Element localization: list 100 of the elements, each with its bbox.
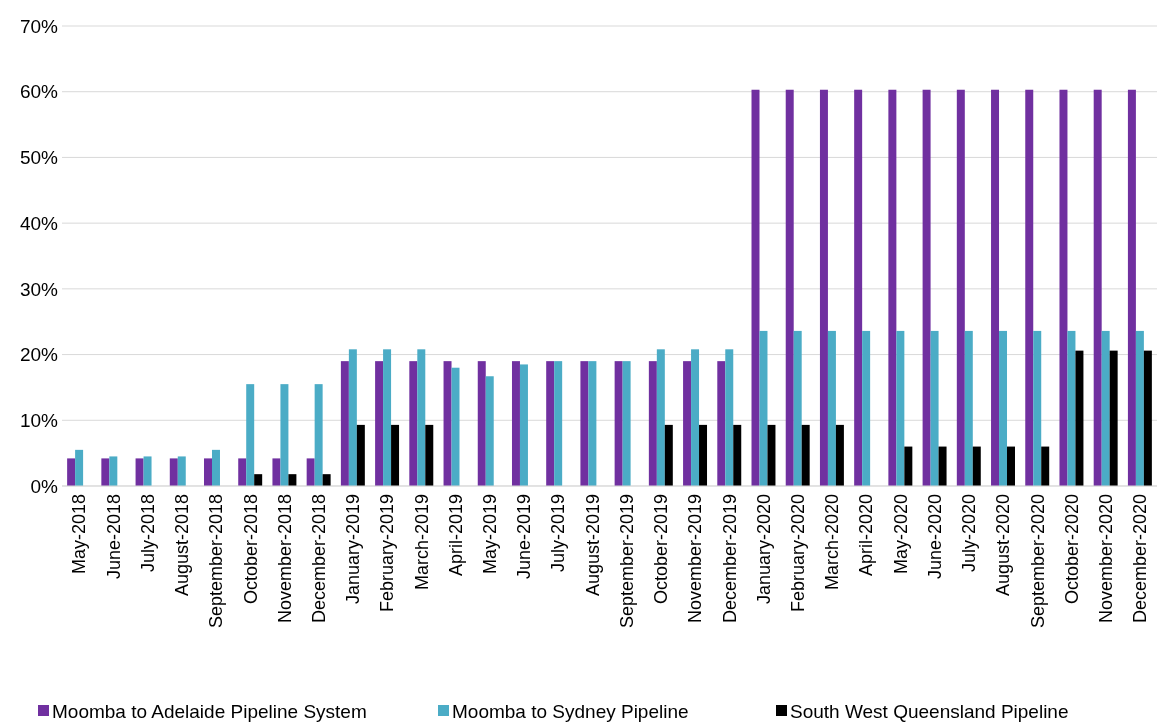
bar [519, 364, 528, 486]
bar [409, 361, 418, 486]
bar [964, 330, 973, 486]
bar [854, 89, 863, 486]
bar [246, 384, 255, 486]
bar [930, 330, 939, 486]
x-tick-label: June-2019 [514, 494, 535, 580]
bar [177, 456, 186, 486]
y-tick-label: 40% [19, 212, 59, 234]
bar [888, 89, 897, 486]
bar [511, 361, 520, 486]
bar [451, 367, 460, 486]
bar [725, 349, 734, 486]
bar [972, 446, 981, 486]
bar [1075, 350, 1084, 486]
y-tick-label: 70% [19, 15, 59, 37]
bar [443, 361, 452, 486]
x-tick-label: February-2019 [377, 494, 398, 613]
bar [862, 330, 871, 486]
bar [1033, 330, 1042, 486]
x-tick-label: December-2019 [719, 494, 740, 624]
bar [793, 330, 802, 486]
x-tick-label: December-2020 [1130, 494, 1151, 624]
bar [827, 330, 836, 486]
bar [580, 361, 589, 486]
bar [664, 424, 673, 486]
y-tick-label: 60% [19, 81, 59, 103]
bar [691, 349, 700, 486]
bar [340, 361, 349, 486]
bar [1127, 89, 1136, 486]
bar [143, 456, 152, 486]
bar [254, 474, 263, 486]
x-tick-label: April-2020 [856, 494, 877, 577]
bar [1143, 350, 1152, 486]
bar [554, 361, 563, 486]
x-tick-label: November-2019 [685, 494, 706, 624]
bar [588, 361, 597, 486]
x-tick-label: December-2018 [308, 494, 329, 624]
bar [75, 449, 84, 486]
bar [477, 361, 486, 486]
x-tick-label: August-2020 [993, 494, 1014, 597]
y-tick-label: 10% [19, 409, 59, 431]
bar [383, 349, 392, 486]
bar [314, 384, 323, 486]
bar [835, 424, 844, 486]
y-tick-label: 30% [19, 278, 59, 300]
x-tick-label: July-2018 [137, 494, 158, 573]
y-tick-label: 0% [30, 475, 59, 497]
x-tick-label: August-2019 [582, 494, 603, 597]
bar [922, 89, 931, 486]
bar [101, 458, 110, 486]
x-tick-label: April-2019 [445, 494, 466, 577]
bar [1101, 330, 1110, 486]
bar [204, 458, 212, 486]
bar [1041, 446, 1050, 486]
x-tick-label: May-2019 [480, 494, 501, 575]
bar [991, 89, 1000, 486]
bar [759, 330, 768, 486]
bar [169, 458, 178, 486]
bar [425, 424, 434, 486]
bar [896, 330, 905, 486]
bar [733, 424, 742, 486]
bar [1135, 330, 1144, 486]
x-tick-label: September-2020 [1027, 494, 1048, 629]
bar [622, 361, 631, 486]
bar [238, 458, 247, 486]
bar [109, 456, 118, 486]
y-tick-label: 20% [19, 344, 59, 366]
bar [356, 424, 365, 486]
bar [1007, 446, 1015, 486]
bar [614, 361, 623, 486]
bar [801, 424, 810, 486]
x-tick-label: June-2018 [103, 494, 124, 580]
x-tick-label: May-2020 [890, 494, 911, 575]
x-tick-label: July-2019 [548, 494, 569, 573]
bar [1109, 350, 1118, 486]
bar [648, 361, 657, 486]
y-tick-label: 50% [19, 147, 59, 169]
x-tick-label: February-2020 [788, 494, 808, 613]
x-tick-label: September-2018 [206, 494, 227, 629]
bar [904, 446, 913, 486]
x-tick-label: September-2019 [616, 494, 637, 629]
bar [999, 330, 1008, 486]
bar [656, 349, 665, 486]
bar [322, 474, 331, 486]
bar [767, 424, 776, 486]
x-tick-label: October-2019 [651, 494, 672, 605]
bar [1093, 89, 1102, 486]
bar [67, 458, 76, 486]
legend-label: South West Queensland Pipeline [790, 700, 1069, 722]
bar [956, 89, 965, 486]
bar [306, 458, 315, 486]
bar [391, 424, 400, 486]
bar [417, 349, 426, 486]
bar [211, 449, 220, 486]
bar [272, 458, 281, 486]
bar [288, 474, 297, 486]
bar [280, 384, 289, 486]
x-tick-label: May-2018 [69, 494, 90, 575]
bar [717, 361, 726, 486]
